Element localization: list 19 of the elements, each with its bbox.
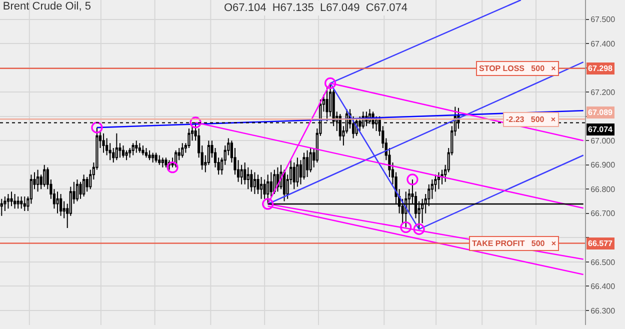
annotation: TAKE PROFIT 500 × bbox=[472, 239, 556, 248]
ref-line-label: 67.089 bbox=[588, 108, 614, 117]
y-tick-label: 66.800 bbox=[590, 184, 616, 194]
y-tick-label: 66.500 bbox=[590, 258, 616, 267]
annotation: -2.23 500 × bbox=[506, 115, 556, 124]
y-tick-label: 67.200 bbox=[590, 88, 616, 97]
y-tick-label: 66.400 bbox=[590, 282, 616, 291]
annotation: O67.104 H67.135 L67.049 C67.074 bbox=[224, 2, 408, 14]
y-tick-label: 66.700 bbox=[590, 209, 616, 218]
y-tick-label: 67.500 bbox=[590, 15, 616, 24]
y-tick-label: 66.300 bbox=[590, 306, 616, 316]
y-tick-label: 67.400 bbox=[590, 39, 616, 48]
ref-line-label: 67.298 bbox=[588, 64, 614, 73]
ref-line-label: 67.074 bbox=[588, 125, 614, 134]
y-tick-label: 66.900 bbox=[590, 160, 616, 170]
annotation: STOP LOSS 500 × bbox=[479, 64, 556, 73]
ref-line-label: 66.577 bbox=[588, 239, 614, 248]
chart-title: Brent Crude Oil, 5 bbox=[2, 0, 91, 12]
y-tick-label: 67.000 bbox=[590, 136, 616, 146]
